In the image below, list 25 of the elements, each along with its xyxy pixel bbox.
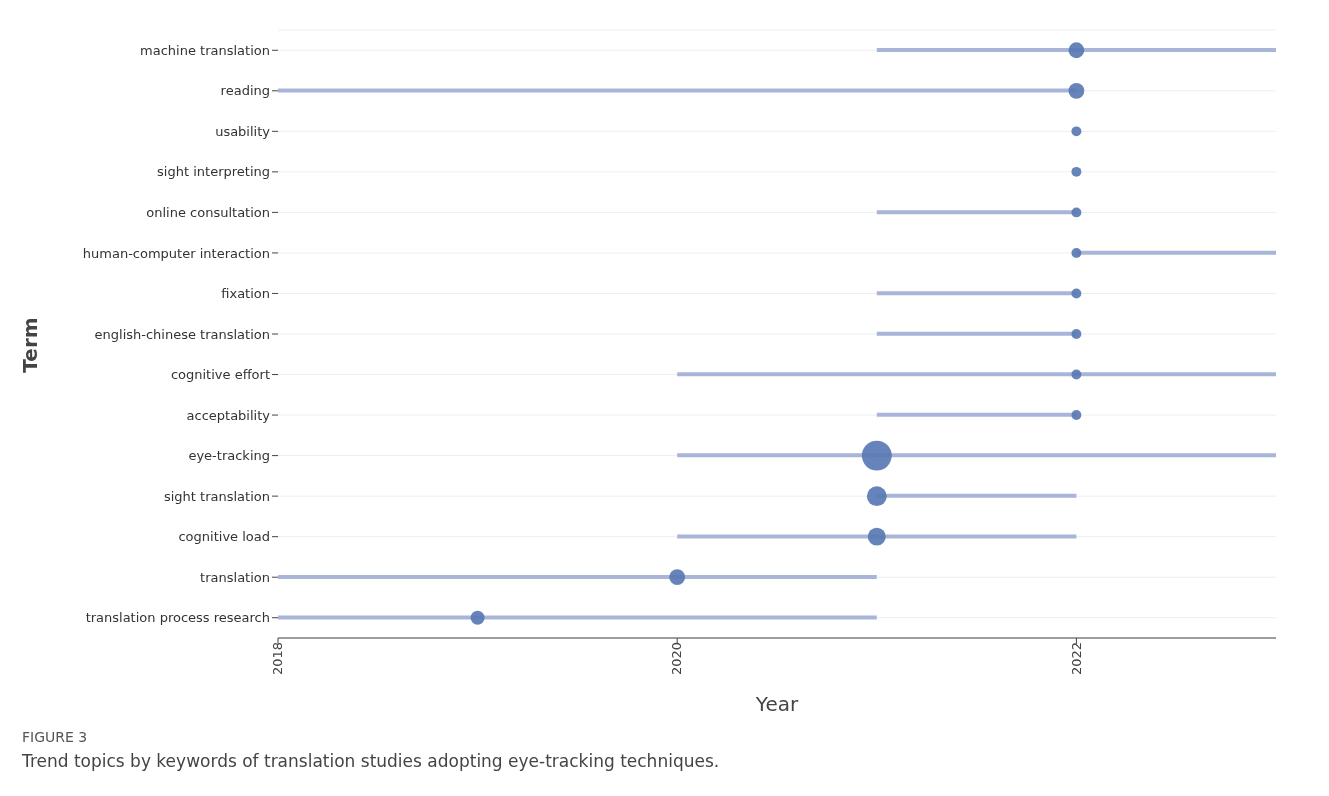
y-tick-label: acceptability: [186, 407, 271, 423]
y-tick-label: cognitive effort: [170, 367, 270, 383]
y-tick-label: translation process research: [85, 610, 270, 626]
x-axis-title: Year: [754, 692, 799, 716]
y-tick-label: human-computer interaction: [82, 245, 270, 261]
y-tick-label: machine translation: [140, 42, 270, 58]
x-tick-label: 2020: [669, 642, 685, 676]
x-tick-label: 2018: [270, 642, 286, 676]
bar: [677, 453, 1276, 458]
bar: [677, 534, 1077, 539]
caption: FIGURE 3: [22, 729, 89, 745]
y-tick-label: reading: [220, 83, 270, 99]
text: Trend topics by keywords of translation studies adopting eye-tracking techniques.: [22, 751, 721, 771]
y-tick-label: sight interpreting: [157, 164, 270, 180]
y-tick-label: translation: [200, 569, 270, 585]
bar: [876, 48, 1276, 52]
y-tick-label: online consultation: [146, 205, 270, 221]
y-tick-label: eye-tracking: [188, 448, 270, 464]
y-tick-label: cognitive load: [178, 529, 270, 545]
y-tick-label: usability: [215, 123, 271, 139]
y-tick-label: english-chinese translation: [94, 326, 270, 342]
x-tick-label: 2022: [1068, 642, 1084, 676]
y-axis-title: Term: [18, 316, 42, 375]
y-tick-label: sight translation: [163, 488, 270, 504]
y-tick-label: fixation: [221, 286, 270, 302]
